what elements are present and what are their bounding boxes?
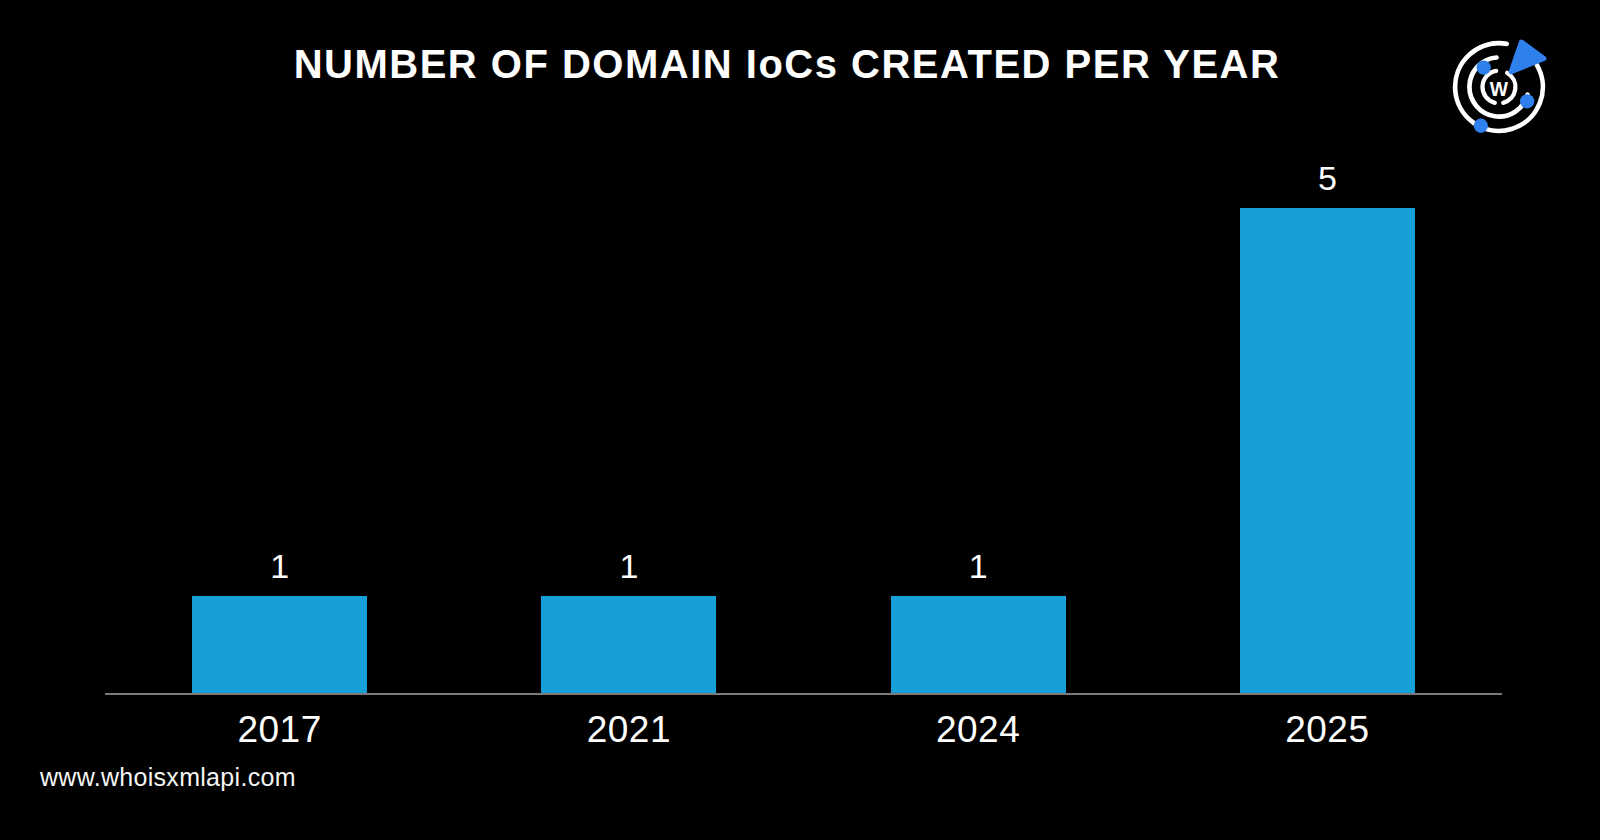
bar-value-label: 5 <box>1318 161 1337 195</box>
bar-value-label: 1 <box>619 549 638 583</box>
bar-2021 <box>541 596 716 693</box>
bars-row: 1 1 1 5 <box>105 140 1502 693</box>
bar-value-label: 1 <box>969 549 988 583</box>
bar-2025 <box>1240 208 1415 693</box>
whoisxmlapi-logo: W <box>1448 36 1550 138</box>
x-axis-tick-label: 2017 <box>105 709 454 751</box>
bar-slot: 1 <box>105 140 454 693</box>
bar-2017 <box>192 596 367 693</box>
logo-dot-top-left <box>1477 60 1491 74</box>
slide-background: NUMBER OF DOMAIN IoCs CREATED PER YEAR W… <box>0 0 1600 840</box>
whoisxmlapi-logo-icon: W <box>1448 36 1550 138</box>
website-url: www.whoisxmlapi.com <box>40 763 296 792</box>
x-axis-labels: 2017202120242025 <box>105 709 1502 751</box>
bar-value-label: 1 <box>270 549 289 583</box>
logo-dot-bottom-left <box>1474 119 1488 133</box>
x-axis-line <box>105 693 1502 695</box>
x-axis-tick-label: 2025 <box>1153 709 1502 751</box>
bar-2024 <box>891 596 1066 693</box>
bar-slot: 5 <box>1153 140 1502 693</box>
logo-dot-right <box>1520 94 1534 108</box>
x-axis-tick-label: 2024 <box>804 709 1153 751</box>
bar-slot: 1 <box>804 140 1153 693</box>
chart-title: NUMBER OF DOMAIN IoCs CREATED PER YEAR <box>0 42 1574 87</box>
bar-slot: 1 <box>454 140 803 693</box>
x-axis-tick-label: 2021 <box>454 709 803 751</box>
logo-letter: W <box>1490 78 1509 100</box>
